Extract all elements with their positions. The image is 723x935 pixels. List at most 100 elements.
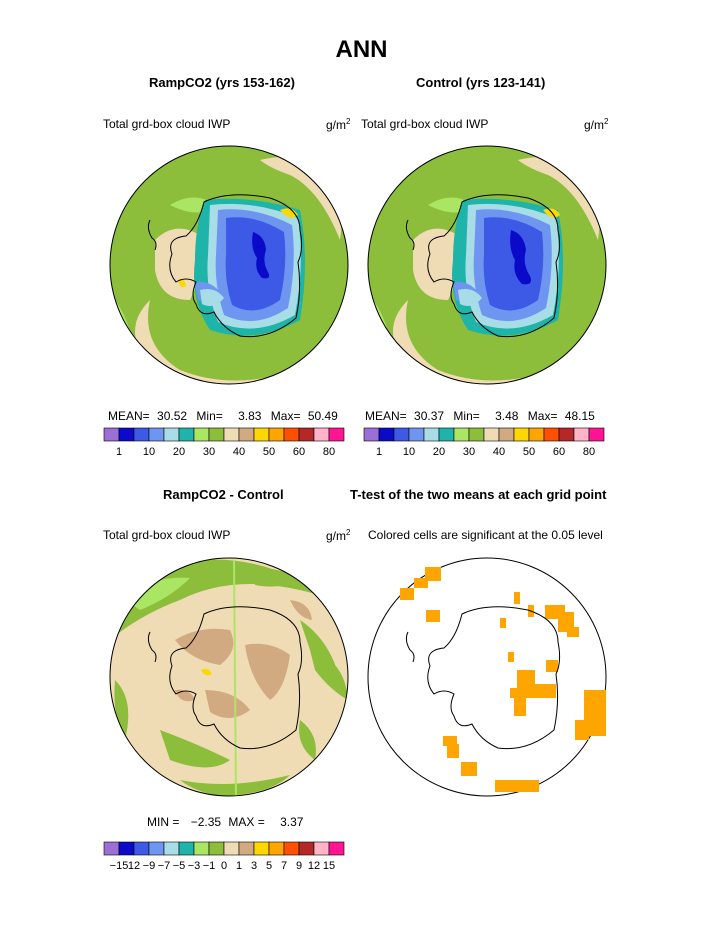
colorbar-tick-label: 15 [323,860,335,872]
colorbar-swatch [148,427,165,442]
colorbar-swatch [298,427,315,442]
colorbar-swatch [513,427,530,442]
colorbar-swatch [148,841,165,856]
map-rampco2 [110,146,348,384]
colorbar-tick-label: 80 [583,446,595,458]
colorbar-swatch [558,427,575,442]
colorbar-swatch [328,427,345,442]
colorbar-swatch [438,427,455,442]
colorbar-swatch [163,427,180,442]
colorbar-tick-label: −3 [188,860,201,872]
colorbar-tick-label: −5 [173,860,186,872]
colorbar-tick-label: 40 [493,446,505,458]
colorbar-control: 1 10 20 30 40 50 60 80 [363,427,605,458]
colorbar-swatch [393,427,410,442]
colorbar-tick-label: 30 [203,446,215,458]
colorbar-tick-label: 60 [293,446,305,458]
map-difference [110,558,348,796]
colorbar-swatch [298,841,315,856]
unit-label-2: g/m2 [584,117,609,132]
main-title: ANN [335,36,388,63]
colorbar-tick-label: 1 [236,860,242,872]
colorbar-swatch [253,427,270,442]
colorbar-rampco2: 1 10 20 30 40 50 60 80 [103,427,345,458]
colorbar-swatch [378,427,395,442]
colorbar-tick-label: −7 [158,860,171,872]
panel-title-ttest: T-test of the two means at each grid poi… [350,487,607,502]
colorbar-tick-label: 5 [266,860,272,872]
colorbar-tick-label: 1 [376,446,382,458]
colorbar-tick-label: 10 [143,446,155,458]
colorbar-swatch [223,427,240,442]
variable-label-3: Total grd-box cloud IWP [103,528,231,542]
panel-title-difference: RampCO2 - Control [163,487,284,502]
colorbar-swatch [223,841,240,856]
colorbar-tick-label: 9 [296,860,302,872]
colorbar-swatch [588,427,605,442]
colorbar-swatch [208,427,225,442]
panel-title-rampco2: RampCO2 (yrs 153-162) [149,75,295,90]
colorbar-tick-label: 12 [128,860,140,872]
colorbar-tick-label: 0 [221,860,227,872]
colorbar-tick-label: 60 [553,446,565,458]
colorbar-swatch [283,427,300,442]
colorbar-tick-label: −9 [143,860,156,872]
colorbar-difference: −15 12 −9 −7 −5 −3 −1 0 1 3 5 7 9 12 15 [103,841,345,872]
stats-panel-1: MEAN= 30.52 Min= 3.83 Max= 50.49 [108,409,338,423]
colorbar-swatch [573,427,590,442]
colorbar-tick-label: −15 [110,860,129,872]
colorbar-swatch [193,841,210,856]
colorbar-swatch [483,427,500,442]
significance-label: Colored cells are significant at the 0.0… [368,528,603,542]
colorbar-swatch [238,841,255,856]
colorbar-swatch [468,427,485,442]
colorbar-swatch [543,427,560,442]
stats-panel-3: MIN = −2.35 MAX = 3.37 [147,815,304,829]
colorbar-swatch [528,427,545,442]
variable-label-1: Total grd-box cloud IWP [103,117,231,131]
map-control [368,146,606,384]
colorbar-tick-label: 3 [251,860,257,872]
colorbar-swatch [408,427,425,442]
colorbar-swatch [118,841,135,856]
colorbar-swatch [133,841,150,856]
colorbar-swatch [208,841,225,856]
colorbar-swatch [178,427,195,442]
colorbar-swatch [268,841,285,856]
colorbar-swatch [103,841,120,856]
colorbar-swatch [103,427,120,442]
colorbar-swatch [133,427,150,442]
colorbar-swatch [268,427,285,442]
colorbar-swatch [453,427,470,442]
colorbar-tick-label: 80 [323,446,335,458]
unit-label-3: g/m2 [326,528,351,543]
colorbar-tick-label: 50 [523,446,535,458]
colorbar-swatch [163,841,180,856]
colorbar-tick-label: 20 [433,446,445,458]
colorbar-swatch [498,427,515,442]
colorbar-tick-label: 12 [308,860,320,872]
colorbar-swatch [363,427,380,442]
colorbar-tick-label: 10 [403,446,415,458]
colorbar-tick-label: −1 [203,860,216,872]
colorbar-tick-label: 1 [116,446,122,458]
colorbar-swatch [328,841,345,856]
colorbar-tick-label: 20 [173,446,185,458]
colorbar-swatch [313,427,330,442]
colorbar-swatch [423,427,440,442]
map-ttest [367,557,607,797]
colorbar-tick-label: 50 [263,446,275,458]
colorbar-swatch [253,841,270,856]
variable-label-2: Total grd-box cloud IWP [361,117,489,131]
panel-title-control: Control (yrs 123-141) [416,75,546,90]
colorbar-swatch [238,427,255,442]
colorbar-tick-label: 40 [233,446,245,458]
colorbar-swatch [313,841,330,856]
colorbar-swatch [283,841,300,856]
colorbar-swatch [178,841,195,856]
colorbar-swatch [193,427,210,442]
colorbar-swatch [118,427,135,442]
colorbar-tick-label: 30 [463,446,475,458]
stats-panel-2: MEAN= 30.37 Min= 3.48 Max= 48.15 [365,409,595,423]
